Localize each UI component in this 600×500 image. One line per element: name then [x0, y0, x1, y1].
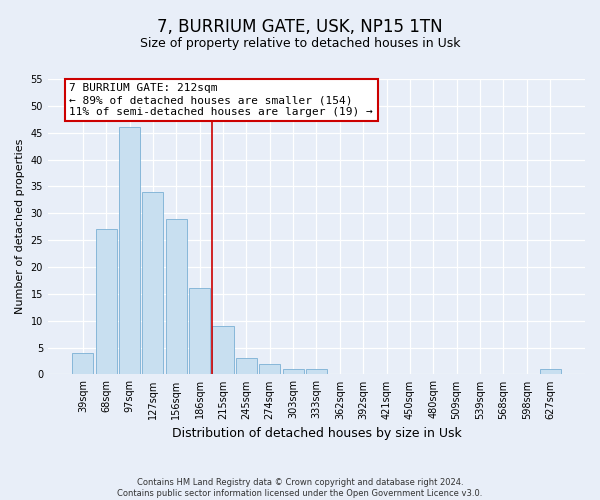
Bar	[236, 358, 257, 374]
Bar	[73, 353, 94, 374]
Bar	[539, 369, 560, 374]
Bar	[259, 364, 280, 374]
Bar	[306, 369, 327, 374]
Bar	[142, 192, 163, 374]
Bar	[166, 218, 187, 374]
Bar	[189, 288, 210, 374]
Text: 7, BURRIUM GATE, USK, NP15 1TN: 7, BURRIUM GATE, USK, NP15 1TN	[157, 18, 443, 36]
Text: Size of property relative to detached houses in Usk: Size of property relative to detached ho…	[140, 38, 460, 51]
Bar	[95, 230, 117, 374]
Bar	[119, 128, 140, 374]
Bar	[283, 369, 304, 374]
Text: Contains HM Land Registry data © Crown copyright and database right 2024.
Contai: Contains HM Land Registry data © Crown c…	[118, 478, 482, 498]
Text: 7 BURRIUM GATE: 212sqm
← 89% of detached houses are smaller (154)
11% of semi-de: 7 BURRIUM GATE: 212sqm ← 89% of detached…	[70, 84, 373, 116]
Bar	[212, 326, 233, 374]
Y-axis label: Number of detached properties: Number of detached properties	[15, 139, 25, 314]
X-axis label: Distribution of detached houses by size in Usk: Distribution of detached houses by size …	[172, 427, 461, 440]
